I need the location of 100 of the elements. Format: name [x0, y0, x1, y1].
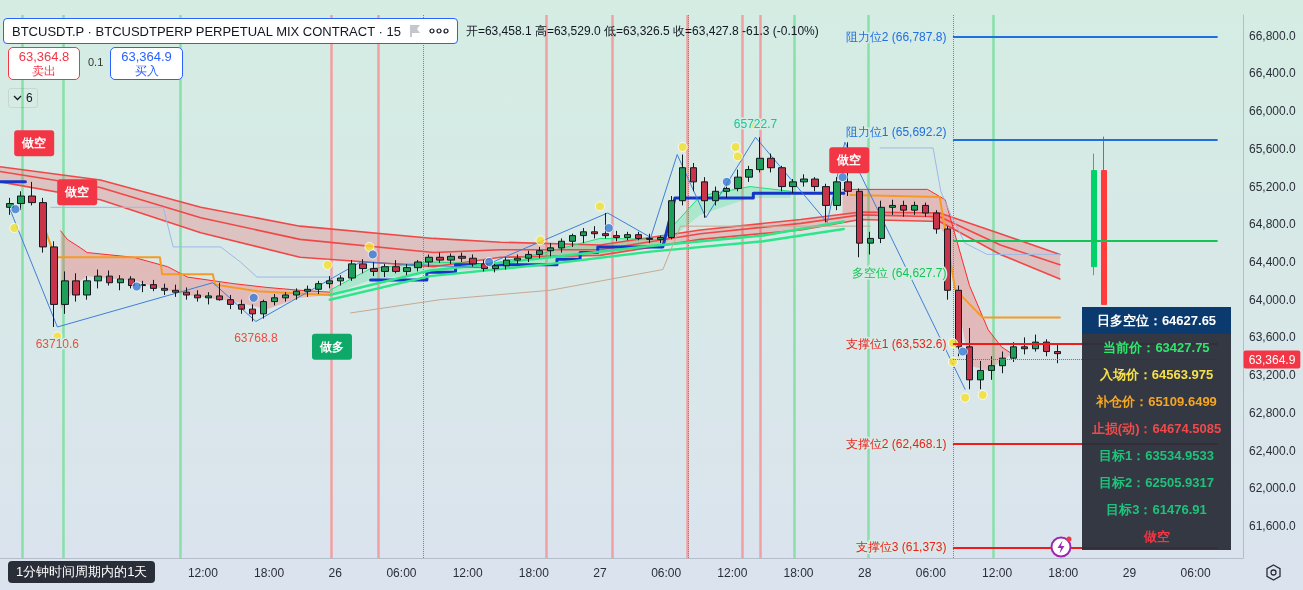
candlestick: [966, 327, 973, 390]
y-tick-label: 62,400.0: [1249, 443, 1297, 458]
candlestick: [117, 274, 124, 291]
candlestick: [822, 183, 830, 223]
candlestick: [514, 253, 521, 265]
x-tick-label: 18:00: [254, 566, 285, 580]
candlestick: [734, 169, 742, 192]
candlestick: [712, 186, 719, 206]
candlestick: [922, 202, 929, 218]
candlestick: [701, 176, 708, 219]
candlestick: [447, 253, 455, 265]
candlestick: [756, 136, 764, 173]
candlestick: [767, 153, 775, 173]
y-tick-label: 62,000.0: [1249, 481, 1297, 496]
candlestick: [315, 280, 322, 295]
y-tick-label: 64,800.0: [1249, 217, 1297, 232]
candlestick: [205, 291, 212, 305]
candlestick: [337, 274, 344, 287]
candlestick: [83, 275, 91, 301]
candlestick: [216, 282, 223, 302]
candlestick: [172, 284, 179, 298]
y-tick-label: 63,600.0: [1249, 330, 1297, 345]
candlestick: [227, 294, 234, 310]
candlestick: [348, 259, 356, 282]
x-tick-label: 12:00: [452, 566, 483, 580]
candlestick: [624, 231, 631, 241]
candlestick: [646, 233, 653, 244]
candlestick: [558, 237, 565, 254]
candlestick: [458, 252, 466, 263]
candlestick: [878, 200, 885, 244]
candlestick: [657, 235, 664, 244]
candlestick: [381, 263, 389, 278]
candlestick: [304, 285, 311, 298]
candlestick: [161, 283, 168, 296]
candlestick: [789, 178, 797, 194]
annotation: 补仓价：65109.6499: [1082, 388, 1231, 415]
candlestick: [72, 272, 80, 303]
x-tick-label: 18:00: [783, 566, 814, 580]
y-tick-label: 61,600.0: [1249, 518, 1297, 533]
buy-button: 63,364.9 买入: [110, 47, 183, 80]
candlestick: [613, 230, 620, 242]
ref-line-label: 支撑位3 (61,373): [855, 540, 947, 555]
candlestick: [271, 293, 278, 306]
x-tick-label: 29: [1122, 566, 1137, 580]
candlestick: [1021, 336, 1028, 355]
ref-line-label: 支撑位2 (62,468.1): [845, 437, 947, 452]
candlestick: [249, 303, 256, 322]
candlestick: [61, 270, 69, 315]
candlestick: [889, 199, 896, 216]
candlestick: [50, 240, 58, 328]
candlestick: [1054, 343, 1061, 364]
y-tick-label: 64,000.0: [1249, 292, 1297, 307]
annotation: 入场价：64563.975: [1082, 361, 1231, 388]
candlestick: [282, 291, 289, 303]
candlestick: [293, 287, 300, 301]
annotation: 63,364.9: [120, 49, 173, 64]
annotation: 目标1：63534.9533: [1082, 442, 1231, 469]
candlestick: [569, 233, 576, 248]
annotation: 日多空位：64627.65: [1082, 307, 1231, 334]
candlestick: [955, 285, 962, 357]
annotation: 卖出: [31, 64, 57, 79]
candlestick: [580, 227, 587, 244]
candlestick: [194, 289, 201, 303]
candlestick: [183, 286, 190, 301]
ref-line-label: 阻力位2 (66,787.8): [845, 29, 947, 44]
candlestick: [867, 231, 874, 255]
annotation: 0.1: [88, 56, 104, 68]
annotation: 63,364.8: [17, 49, 71, 64]
annotation: 买入: [133, 64, 160, 79]
x-tick-label: 18:00: [518, 566, 550, 580]
ref-line-label: 63,364.9: [1248, 352, 1296, 367]
title-box: BTCUSDT.P · BTCUSDTPERP PERPETUAL MIX CONTRACT · 15: [3, 18, 458, 44]
candlestick: [999, 351, 1006, 374]
candlestick: [370, 261, 378, 277]
annotation: 做多: [318, 339, 344, 354]
x-tick-label: 12:00: [187, 566, 219, 580]
y-tick-label: 65,600.0: [1249, 141, 1297, 156]
collapse-button: 6: [8, 88, 38, 108]
candlestick: [392, 259, 400, 274]
candlestick: [856, 187, 863, 258]
candlestick: [403, 263, 411, 276]
y-tick-label: 66,000.0: [1249, 104, 1297, 119]
x-tick-label: 28: [858, 566, 872, 580]
candlestick: [503, 256, 510, 271]
candlestick: [591, 225, 598, 239]
candlestick: [238, 299, 245, 315]
candlestick: [811, 176, 819, 192]
candlestick: [425, 253, 433, 268]
candlestick: [359, 258, 367, 274]
candlestick: [436, 252, 444, 264]
x-tick-label: 27: [593, 566, 607, 580]
candlestick: [988, 355, 995, 381]
candlestick: [679, 154, 686, 206]
candlestick: [690, 162, 697, 192]
candlestick: [635, 231, 642, 241]
annotation: 目标2：62505.9317: [1082, 469, 1231, 496]
candlestick: [933, 209, 940, 235]
candlestick: [778, 165, 786, 192]
x-tick-label: 06:00: [651, 566, 682, 580]
y-tick-label: 66,800.0: [1249, 28, 1297, 43]
